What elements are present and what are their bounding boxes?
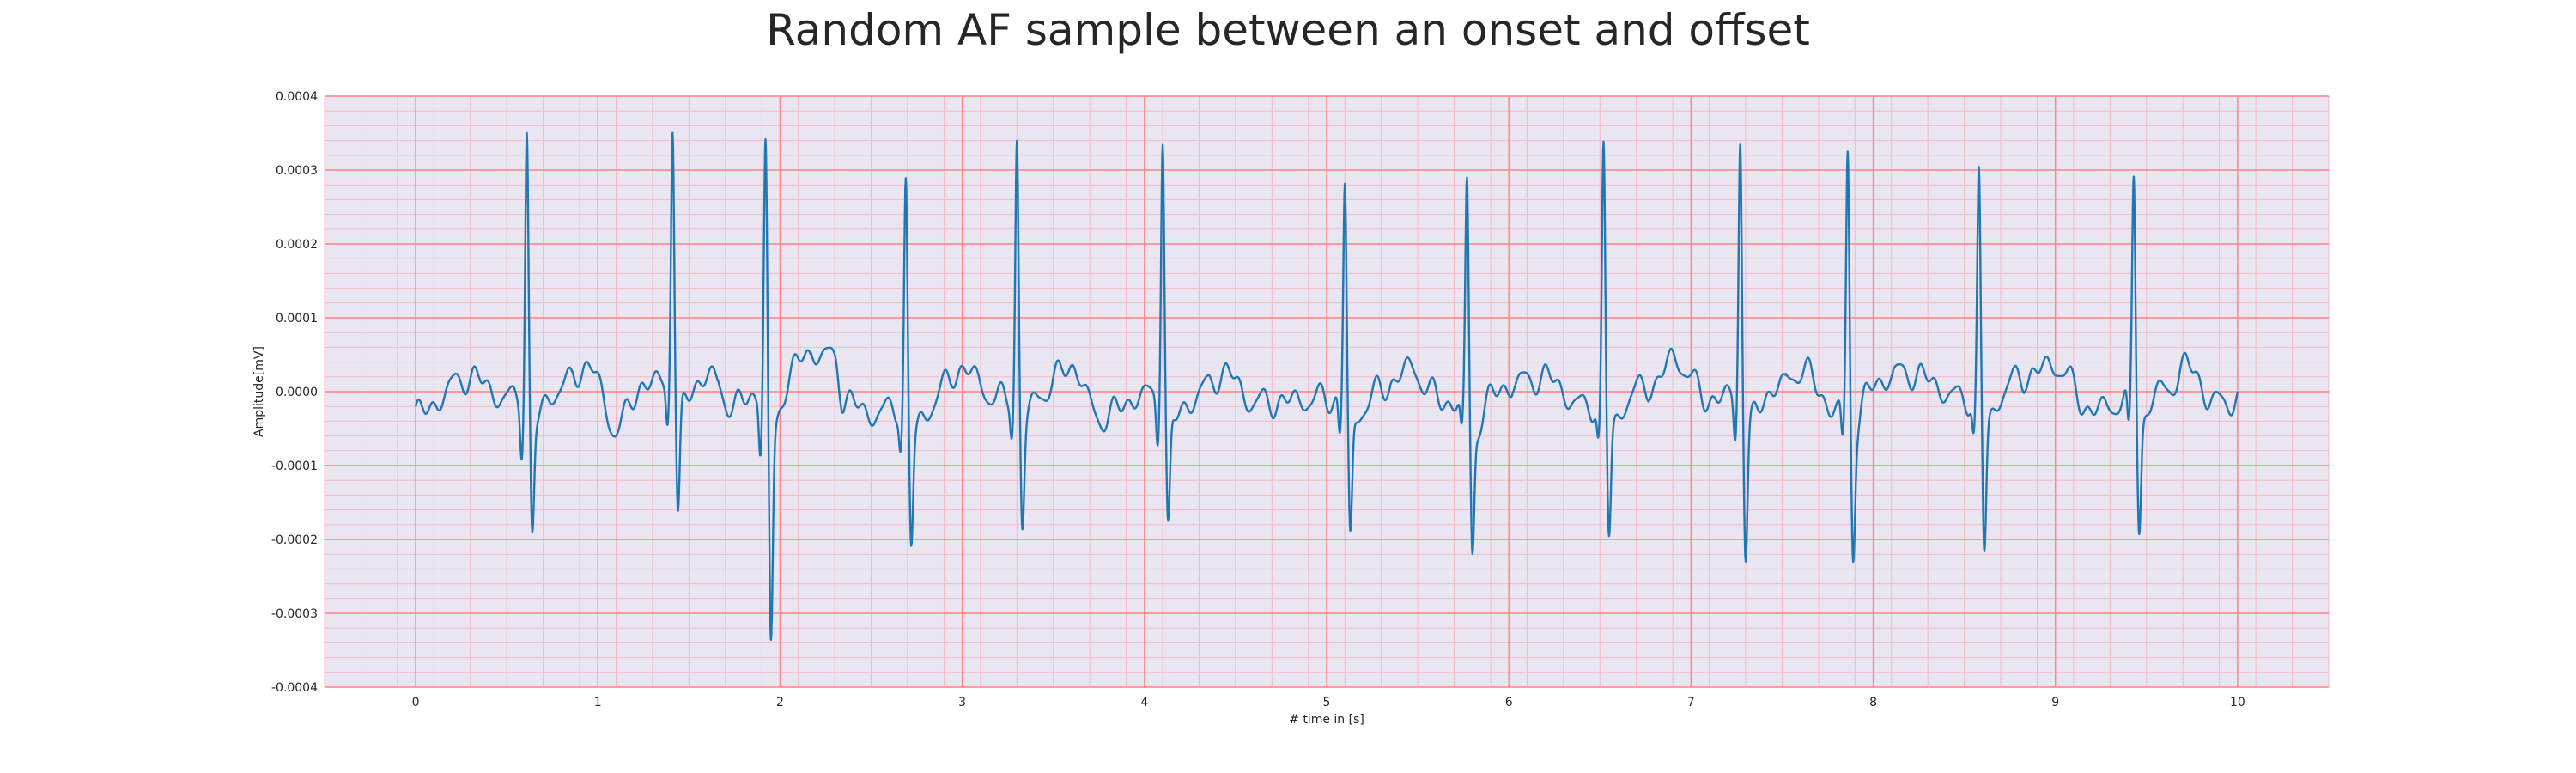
x-axis-label: # time in [s] xyxy=(1289,713,1364,727)
x-tick-label: 8 xyxy=(1869,696,1877,709)
chart-title: Random AF sample between an onset and of… xyxy=(766,5,1810,55)
x-tick-label: 1 xyxy=(594,696,602,709)
x-tick-label: 6 xyxy=(1505,696,1513,709)
ecg-signal-line xyxy=(414,131,2239,642)
y-axis-label: Amplitude[mV] xyxy=(252,346,266,437)
x-tick-labels: 0 1 2 3 4 5 6 7 8 9 10 xyxy=(412,696,2245,709)
y-tick-label: -0.0001 xyxy=(271,460,318,473)
x-tick-label: 2 xyxy=(776,696,784,709)
y-tick-label: -0.0004 xyxy=(271,681,318,695)
y-tick-label: 0.0000 xyxy=(276,386,318,399)
y-tick-label: -0.0002 xyxy=(271,533,318,547)
x-tick-label: 4 xyxy=(1140,696,1148,709)
y-tick-label: 0.0001 xyxy=(276,312,318,326)
y-tick-label: -0.0003 xyxy=(271,607,318,621)
major-grid xyxy=(325,95,2329,688)
x-tick-label: 7 xyxy=(1687,696,1695,709)
y-tick-label: 0.0002 xyxy=(276,238,318,252)
x-tick-label: 3 xyxy=(958,696,966,709)
x-tick-label: 0 xyxy=(412,696,420,709)
y-tick-labels: -0.0004 -0.0003 -0.0002 -0.0001 0.0000 0.0001… xyxy=(271,90,318,695)
x-tick-label: 9 xyxy=(2051,696,2059,709)
y-tick-label: 0.0004 xyxy=(276,90,318,104)
x-tick-label: 10 xyxy=(2230,696,2245,709)
x-tick-label: 5 xyxy=(1323,696,1331,709)
y-tick-label: 0.0003 xyxy=(276,164,318,178)
